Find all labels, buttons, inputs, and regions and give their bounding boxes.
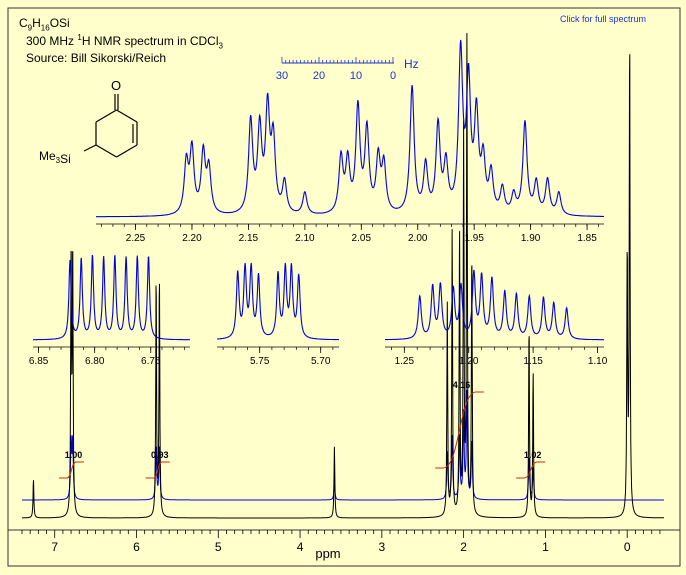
inset-aliphatic-trace xyxy=(96,39,604,218)
hz-tick-0: 0 xyxy=(390,70,396,82)
hz-unit-label: Hz xyxy=(404,57,419,71)
inset-6.8-tick-label: 6.85 xyxy=(29,356,49,367)
main-tick-label: 2 xyxy=(460,540,467,554)
main-tick-label: 3 xyxy=(379,540,386,554)
inset-6.8-tick-label: 6.75 xyxy=(141,356,161,367)
main-expanded-trace xyxy=(22,389,664,501)
inset-aliphatic-tick-label: 2.00 xyxy=(408,233,428,244)
integral-label: 0.93 xyxy=(151,450,169,460)
inset-6.8: 6.85 6.80 6.75 xyxy=(29,254,190,367)
inset-aliphatic-tick-label: 1.90 xyxy=(521,233,541,244)
inset-1.2-trace xyxy=(385,269,604,341)
main-tick-label: 0 xyxy=(624,540,631,554)
inset-aliphatic-tick-label: 1.95 xyxy=(464,233,484,244)
main-tick-label: 4 xyxy=(297,540,304,554)
inset-1.2-tick-label: 1.20 xyxy=(459,356,479,367)
inset-1.2-tick-label: 1.10 xyxy=(588,356,608,367)
hz-scale: 30 20 10 0 Hz xyxy=(276,57,419,82)
carbonyl-o-label: O xyxy=(111,78,121,93)
integral-curve xyxy=(516,461,546,479)
main-tick-label: 5 xyxy=(215,540,222,554)
full-spectrum-link[interactable]: Click for full spectrum xyxy=(560,14,647,24)
title-subscript: 3 xyxy=(218,41,223,51)
hz-tick-20: 20 xyxy=(313,70,325,82)
inset-6.8-trace xyxy=(33,254,190,341)
hz-tick-10: 10 xyxy=(350,70,362,82)
inset-aliphatic-tick-label: 2.10 xyxy=(295,233,315,244)
inset-6.8-tick-label: 6.80 xyxy=(85,356,105,367)
inset-aliphatic-tick-label: 2.20 xyxy=(182,233,202,244)
x-axis-label: ppm xyxy=(315,546,340,561)
integral-label: 1.00 xyxy=(65,450,83,460)
integral-curve xyxy=(58,461,84,479)
trimethylsilyl-label: Me3Si xyxy=(39,149,71,166)
inset-1.2: 1.25 1.20 1.15 1.10 xyxy=(385,269,608,367)
main-tick-label: 6 xyxy=(133,540,140,554)
molecular-formula: C9H16OSi xyxy=(19,16,70,33)
structure-diagram xyxy=(83,94,138,158)
inset-aliphatic: 2.25 2.20 2.15 2.10 2.05 2.00 1.95 1.90 1.85 xyxy=(96,39,604,244)
inset-aliphatic-tick-label: 1.85 xyxy=(577,233,597,244)
title-superscript: 1 xyxy=(77,33,82,42)
inset-aliphatic-tick-label: 2.25 xyxy=(126,233,146,244)
inset-5.7-tick-label: 5.75 xyxy=(250,356,270,367)
inset-5.7-trace xyxy=(217,262,339,341)
inset-aliphatic-tick-label: 2.05 xyxy=(352,233,372,244)
integral-label: 1.02 xyxy=(524,450,542,460)
title-prefix: 300 MHz xyxy=(26,34,78,48)
inset-1.2-tick-label: 1.25 xyxy=(395,356,415,367)
integral-label: 4.16 xyxy=(453,380,471,390)
figure-border xyxy=(7,7,681,567)
spectrum-title: 300 MHz 1H NMR spectrum in CDCl3 xyxy=(26,33,223,50)
integral-curve xyxy=(435,391,484,469)
title-main: H NMR spectrum in CDCl xyxy=(81,34,219,48)
inset-1.2-tick-label: 1.15 xyxy=(523,356,543,367)
main-full-trace xyxy=(22,32,664,519)
hz-tick-30: 30 xyxy=(276,70,288,82)
inset-5.7: 5.75 5.70 xyxy=(217,262,339,367)
main-spectrum: 1.00 0.934.161.027 6 5 4 3 2 1 0 xyxy=(21,32,664,554)
main-tick-label: 1 xyxy=(542,540,549,554)
inset-5.7-tick-label: 5.70 xyxy=(311,356,331,367)
inset-aliphatic-tick-label: 2.15 xyxy=(239,233,259,244)
main-tick-label: 7 xyxy=(51,540,58,554)
source-credit: Source: Bill Sikorski/Reich xyxy=(26,51,167,65)
integral-curve xyxy=(145,461,170,479)
